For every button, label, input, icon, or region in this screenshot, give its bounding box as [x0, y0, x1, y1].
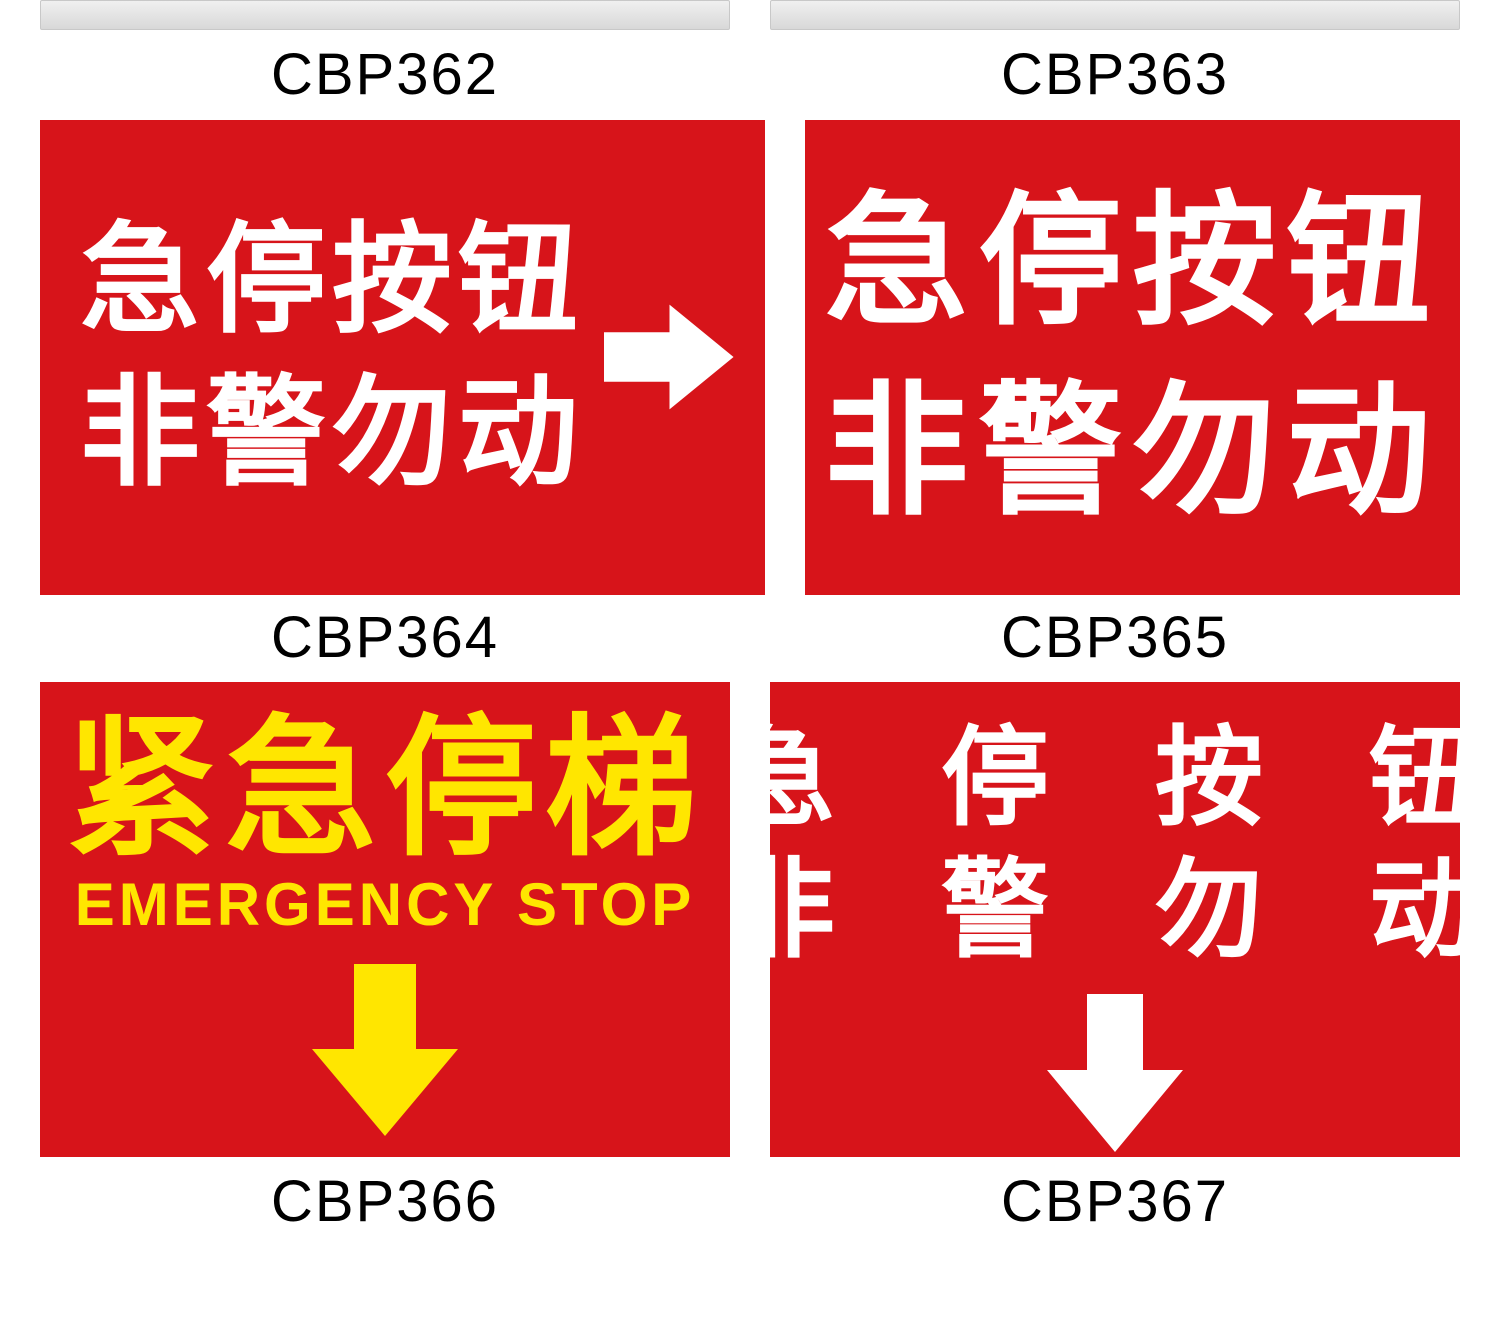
- label-cbp366: CBP366: [40, 1167, 730, 1237]
- sign-cbp367: 急 停 按 钮 非 警 勿 动: [770, 682, 1460, 1157]
- label-row-0: CBP362 CBP363: [0, 40, 1500, 110]
- arrow-down-yellow-icon: [310, 964, 460, 1139]
- sign-365-line2: 非警勿动: [824, 357, 1440, 547]
- placeholder-left: [40, 0, 730, 30]
- sign-364-text: 急停按钮 非警勿动: [80, 204, 584, 511]
- sign-367-line1: 急 停 按 钮: [770, 712, 1460, 844]
- sign-364-line1: 急停按钮: [80, 204, 584, 358]
- arrow-right-icon: [604, 277, 735, 437]
- label-cbp362: CBP362: [40, 40, 730, 110]
- label-row-2: CBP366 CBP367: [0, 1167, 1500, 1237]
- catalog-page: CBP362 CBP363 急停按钮 非警勿动 急停按钮 非警勿动 CBP364…: [0, 0, 1500, 1237]
- label-cbp364: CBP364: [40, 603, 730, 673]
- label-row-1: CBP364 CBP365: [0, 603, 1500, 673]
- sign-row-1: 急停按钮 非警勿动 急停按钮 非警勿动: [0, 120, 1500, 595]
- label-cbp367: CBP367: [770, 1167, 1460, 1237]
- label-cbp365: CBP365: [770, 603, 1460, 673]
- arrow-down-white-icon: [1045, 994, 1185, 1154]
- sign-367-line2: 非 警 勿 动: [770, 844, 1460, 976]
- sign-row-2: 紧急停梯 EMERGENCY STOP 急 停 按 钮 非 警 勿 动: [0, 682, 1500, 1157]
- sign-cbp365: 急停按钮 非警勿动: [805, 120, 1460, 595]
- sign-366-english: EMERGENCY STOP: [75, 872, 696, 938]
- label-cbp363: CBP363: [770, 40, 1460, 110]
- sign-365-line1: 急停按钮: [824, 167, 1440, 357]
- sign-366-chinese: 紧急停梯: [65, 710, 705, 870]
- sign-364-line2: 非警勿动: [80, 357, 584, 511]
- sign-cbp364: 急停按钮 非警勿动: [40, 120, 765, 595]
- placeholder-right: [770, 0, 1460, 30]
- sign-cbp366: 紧急停梯 EMERGENCY STOP: [40, 682, 730, 1157]
- prev-row-placeholder: [0, 0, 1500, 32]
